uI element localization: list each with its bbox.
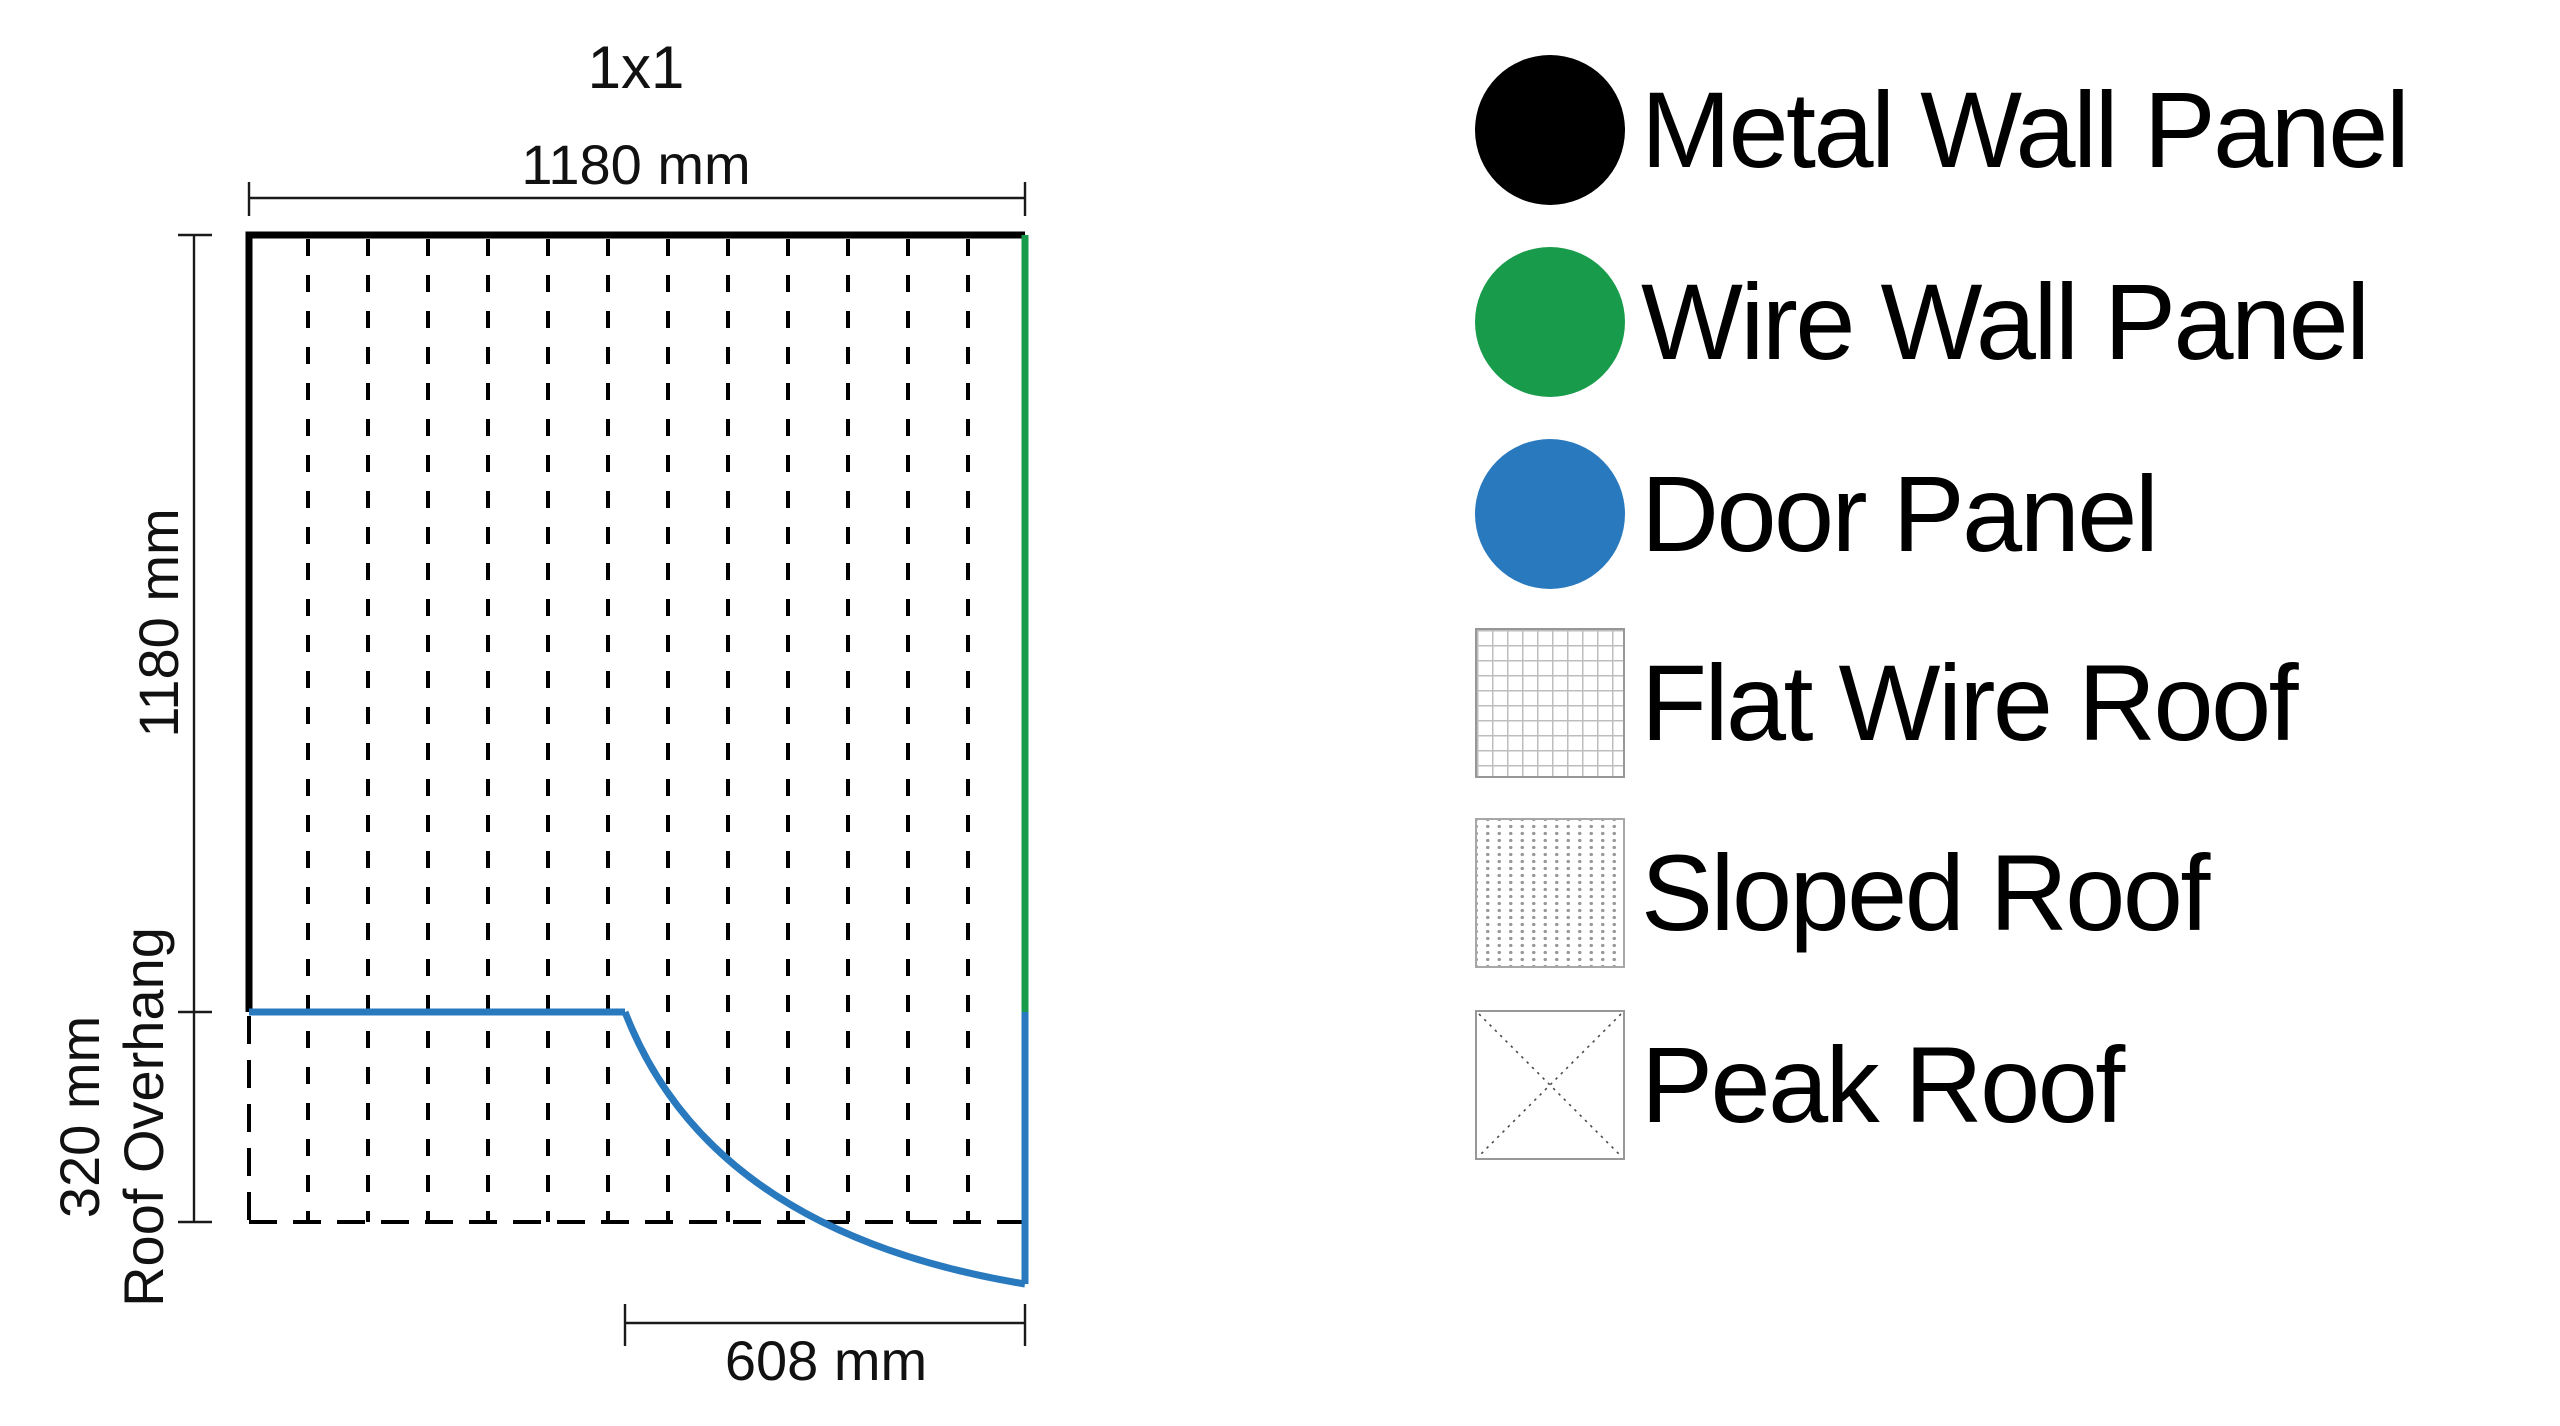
wire-wall-swatch-icon — [1475, 247, 1625, 397]
legend-item-peak-roof: Peak Roof — [1475, 1010, 2125, 1160]
door-dimension: 608 mm — [623, 1304, 1027, 1392]
sloped-roof-hatch — [306, 239, 970, 1222]
overhang-label-line2: Roof Overhang — [112, 927, 175, 1307]
legend: Metal Wall Panel Wire Wall Panel Door Pa… — [1475, 0, 2560, 1426]
legend-item-door-panel: Door Panel — [1475, 439, 2159, 589]
panel-layout-drawing: 1x1 1180 mm 1180 mm 320 mmRoof Overhang — [48, 34, 1029, 1392]
legend-item-wire-wall-panel: Wire Wall Panel — [1475, 247, 2370, 397]
left-dimension: 1180 mm 320 mmRoof Overhang — [48, 233, 212, 1307]
legend-item-sloped-roof: Sloped Roof — [1475, 818, 2210, 968]
legend-label: Metal Wall Panel — [1641, 69, 2410, 190]
top-dimension-ticks — [247, 182, 1027, 216]
door-swatch-icon — [1475, 439, 1625, 589]
door-swing-curve — [621, 1010, 1026, 1288]
metal-wall-swatch-icon — [1475, 55, 1625, 205]
left-dimension-ticks — [178, 233, 212, 1224]
peak-roof-swatch-icon — [1475, 1010, 1625, 1160]
sloped-roof-swatch-icon — [1475, 818, 1625, 968]
legend-label: Door Panel — [1641, 453, 2159, 574]
flat-wire-roof-swatch-icon — [1475, 628, 1625, 778]
overhang-dimension-label: 320 mmRoof Overhang — [48, 927, 175, 1307]
diagonal-cross-icon — [1478, 1013, 1622, 1157]
legend-label: Sloped Roof — [1641, 832, 2210, 953]
top-dimension: 1180 mm — [247, 133, 1027, 216]
legend-label: Flat Wire Roof — [1641, 642, 2299, 763]
legend-item-metal-wall-panel: Metal Wall Panel — [1475, 55, 2410, 205]
plan-title: 1x1 — [588, 34, 685, 101]
legend-label: Wire Wall Panel — [1641, 261, 2370, 382]
door-dimension-ticks — [623, 1304, 1027, 1346]
left-dimension-label: 1180 mm — [127, 508, 190, 737]
door-dimension-label: 608 mm — [725, 1329, 927, 1392]
legend-label: Peak Roof — [1641, 1024, 2125, 1145]
overhang-label-line1: 320 mm — [48, 1016, 111, 1218]
top-dimension-label: 1180 mm — [521, 133, 750, 196]
legend-item-flat-wire-roof: Flat Wire Roof — [1475, 628, 2299, 778]
metal-wall-outline — [245, 231, 1025, 1012]
